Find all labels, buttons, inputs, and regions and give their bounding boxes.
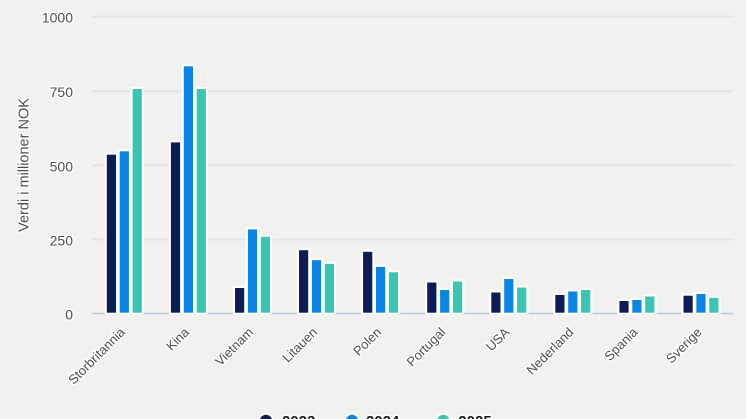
svg-text:2023: 2023 [282,413,315,419]
svg-text:2024: 2024 [366,413,400,419]
svg-text:Verdi i millioner NOK: Verdi i millioner NOK [17,98,33,232]
svg-text:1000: 1000 [42,9,73,25]
svg-text:750: 750 [50,84,74,100]
svg-text:250: 250 [50,233,74,249]
svg-text:500: 500 [50,158,74,174]
svg-text:0: 0 [65,307,73,323]
svg-text:2025: 2025 [458,413,491,419]
